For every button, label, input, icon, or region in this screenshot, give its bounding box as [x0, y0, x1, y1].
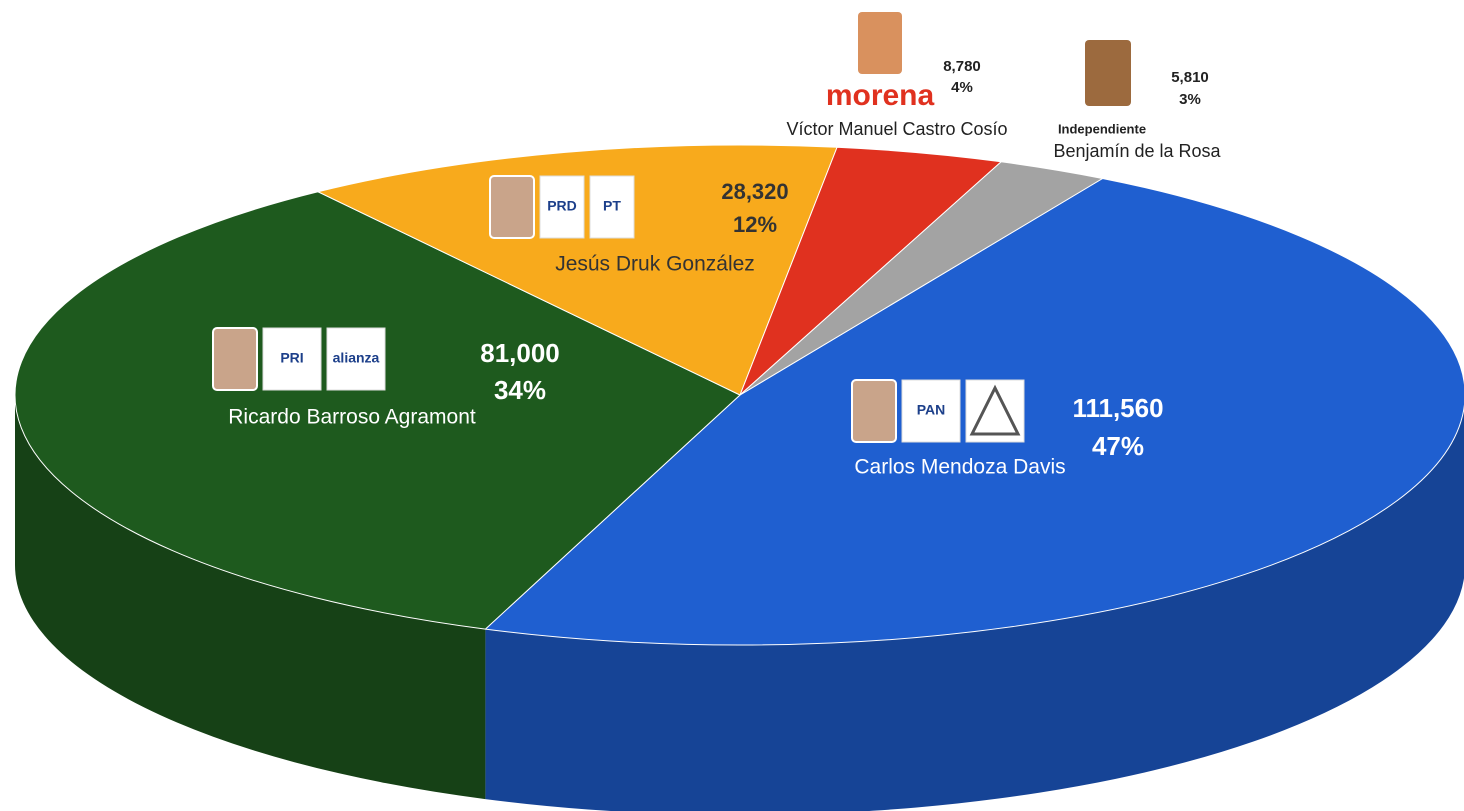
- percent-label: 34%: [494, 375, 546, 405]
- party-logo-text: PRI: [280, 350, 303, 366]
- party-logo-text: PRD: [547, 198, 577, 214]
- value-label: 8,780: [943, 58, 981, 75]
- value-label: 81,000: [480, 338, 560, 368]
- party-logo-text: PT: [603, 198, 621, 214]
- page: {"chart_data": {"type": "pie", "categori…: [0, 0, 1464, 811]
- candidate-photo: [852, 380, 896, 442]
- percent-label: 47%: [1092, 431, 1144, 461]
- candidate-photo: [213, 328, 257, 390]
- percent-label: 12%: [733, 212, 777, 237]
- value-label: 28,320: [721, 179, 788, 204]
- party-label: morena: [826, 79, 935, 112]
- candidate-photo: [490, 176, 534, 238]
- party-label: Independiente: [1058, 121, 1146, 136]
- value-label: 111,560: [1072, 393, 1163, 423]
- candidate-name: Ricardo Barroso Agramont: [228, 406, 476, 429]
- candidate-photo: [1085, 40, 1131, 106]
- candidate-name: Carlos Mendoza Davis: [854, 456, 1065, 479]
- candidate-name: Jesús Druk González: [555, 253, 755, 276]
- percent-label: 3%: [1179, 91, 1201, 108]
- candidate-name: Benjamín de la Rosa: [1053, 141, 1221, 161]
- candidate-name: Víctor Manuel Castro Cosío: [786, 119, 1007, 139]
- party-logo-text: alianza: [333, 350, 380, 366]
- percent-label: 4%: [951, 79, 973, 96]
- chart: PAN 111,560 47% Carlos Mendoza Davis PRI alia…: [0, 0, 1464, 811]
- value-label: 5,810: [1171, 69, 1209, 86]
- party-logo-text: PAN: [917, 402, 946, 418]
- candidate-photo: [858, 12, 902, 74]
